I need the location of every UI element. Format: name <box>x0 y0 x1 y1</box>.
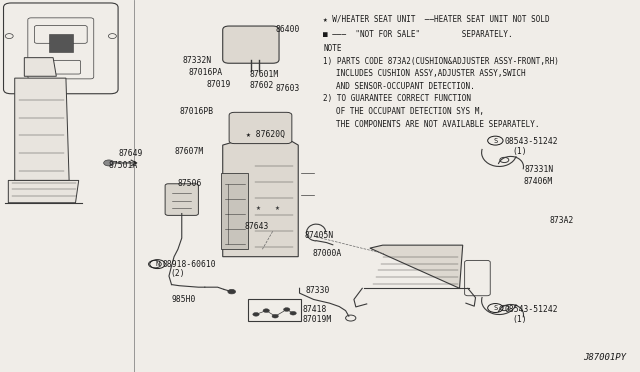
Text: 985H0: 985H0 <box>172 295 196 304</box>
Circle shape <box>228 289 236 294</box>
Circle shape <box>272 314 278 318</box>
FancyBboxPatch shape <box>165 184 198 215</box>
Circle shape <box>284 308 290 311</box>
Polygon shape <box>221 173 248 249</box>
Text: (2): (2) <box>170 269 185 278</box>
Text: 87418: 87418 <box>302 305 326 314</box>
Text: 87501A: 87501A <box>109 161 138 170</box>
FancyBboxPatch shape <box>223 26 279 63</box>
Text: ★: ★ <box>275 206 280 211</box>
Text: ★: ★ <box>255 206 260 211</box>
Text: INCLUDES CUSHION ASSY,ADJUSTER ASSY,SWICH: INCLUDES CUSHION ASSY,ADJUSTER ASSY,SWIC… <box>336 69 525 78</box>
Circle shape <box>290 311 296 315</box>
Text: 87602: 87602 <box>250 81 274 90</box>
Circle shape <box>253 312 259 316</box>
Text: 87331N: 87331N <box>525 165 554 174</box>
Text: (1): (1) <box>512 315 527 324</box>
Bar <box>248 299 301 321</box>
Text: 87601M: 87601M <box>250 70 279 79</box>
Text: 08543-51242: 08543-51242 <box>504 137 558 146</box>
Polygon shape <box>370 245 463 288</box>
Text: 87643: 87643 <box>244 222 269 231</box>
Text: 873A2: 873A2 <box>549 216 573 225</box>
Text: 87330: 87330 <box>306 286 330 295</box>
FancyBboxPatch shape <box>229 112 292 144</box>
Text: 87016PB: 87016PB <box>179 107 213 116</box>
Text: 87016PA: 87016PA <box>188 68 222 77</box>
Circle shape <box>263 309 269 312</box>
Bar <box>49 35 73 52</box>
Circle shape <box>104 160 114 166</box>
Polygon shape <box>223 141 298 257</box>
Text: 87332N: 87332N <box>182 56 212 65</box>
Text: ★ 87620Q: ★ 87620Q <box>246 130 285 139</box>
Text: 2) TO GUARANTEE CORRECT FUNCTION: 2) TO GUARANTEE CORRECT FUNCTION <box>323 94 471 103</box>
Text: NOTE: NOTE <box>323 44 342 53</box>
Text: 08918-60610: 08918-60610 <box>163 260 216 269</box>
Polygon shape <box>24 58 56 76</box>
Text: 86400: 86400 <box>275 25 300 34</box>
Text: 87649: 87649 <box>118 149 143 158</box>
Text: N: N <box>156 261 159 267</box>
Text: 87019: 87019 <box>206 80 230 89</box>
Text: 87405N: 87405N <box>305 231 334 240</box>
Text: ■ ———  "NOT FOR SALE"         SEPARATELY.: ■ ——— "NOT FOR SALE" SEPARATELY. <box>323 30 513 39</box>
Text: 1) PARTS CODE 873A2(CUSHION&ADJUSTER ASSY-FRONT,RH): 1) PARTS CODE 873A2(CUSHION&ADJUSTER ASS… <box>323 57 559 65</box>
Text: 87607M: 87607M <box>174 147 204 155</box>
Text: 87406M: 87406M <box>524 177 553 186</box>
Text: 87603: 87603 <box>275 84 300 93</box>
Text: S: S <box>493 138 497 144</box>
Text: OF THE OCCUPANT DETECTION SYS M,: OF THE OCCUPANT DETECTION SYS M, <box>336 107 484 116</box>
Text: 87000A: 87000A <box>312 249 342 258</box>
Text: 87506: 87506 <box>178 179 202 187</box>
Text: 87019M: 87019M <box>302 315 332 324</box>
Polygon shape <box>8 180 79 203</box>
Text: S: S <box>493 305 497 311</box>
Text: 08543-51242: 08543-51242 <box>504 305 558 314</box>
Text: AND SENSOR-OCCUPANT DETECTION.: AND SENSOR-OCCUPANT DETECTION. <box>336 82 475 91</box>
Text: (1): (1) <box>512 147 527 155</box>
Text: THE COMPONENTS ARE NOT AVAILABLE SEPARATELY.: THE COMPONENTS ARE NOT AVAILABLE SEPARAT… <box>336 120 540 129</box>
Text: J87001PY: J87001PY <box>583 353 626 362</box>
Polygon shape <box>15 78 69 180</box>
Text: ★ W/HEATER SEAT UNIT  ——HEATER SEAT UNIT NOT SOLD: ★ W/HEATER SEAT UNIT ——HEATER SEAT UNIT … <box>323 15 550 24</box>
